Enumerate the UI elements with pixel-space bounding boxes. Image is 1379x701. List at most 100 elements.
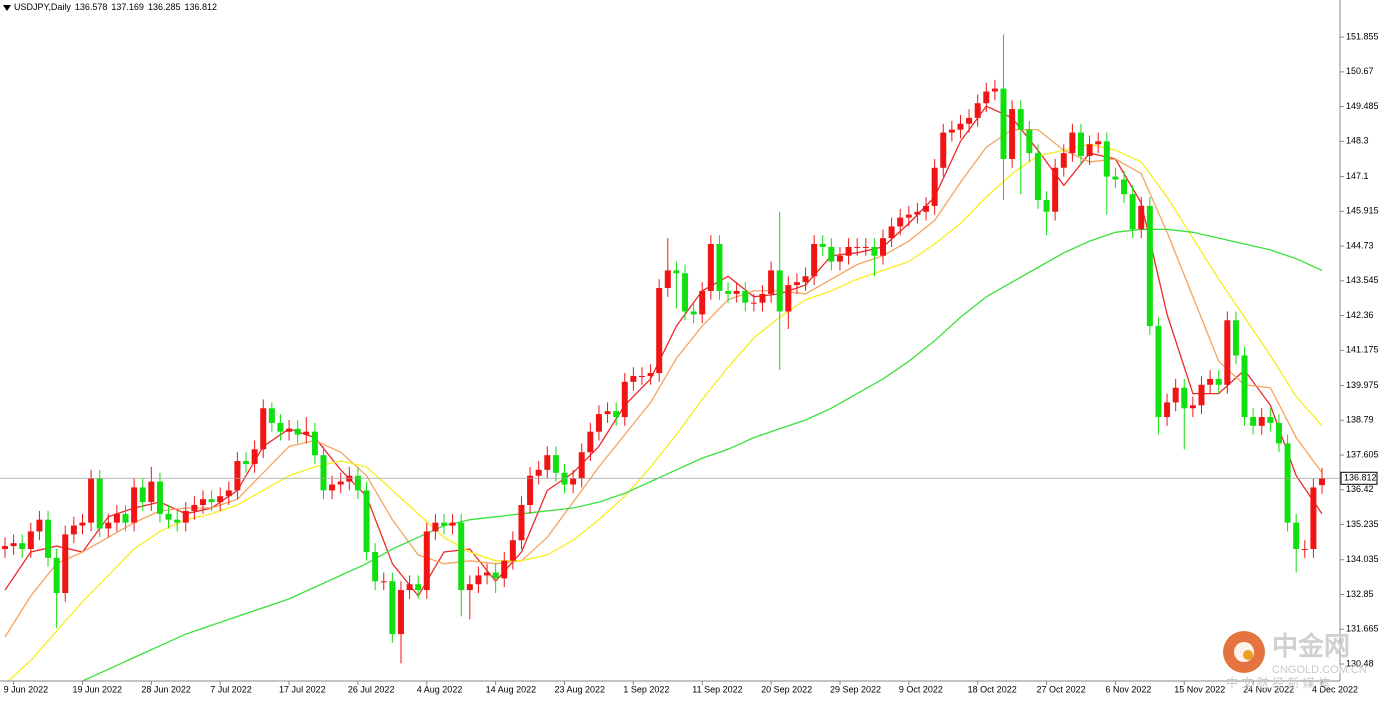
candle-body <box>1284 443 1291 523</box>
moving-average <box>4 105 1323 598</box>
candle-body <box>251 449 258 464</box>
candle-body <box>199 499 206 506</box>
candle-body <box>819 244 826 247</box>
y-tick-label: 149.485 <box>1346 101 1379 111</box>
candle-body <box>776 270 783 312</box>
candle-body <box>613 411 620 418</box>
candle-body <box>630 375 637 382</box>
candle-body <box>45 519 52 558</box>
candle-body <box>36 519 43 532</box>
candle-body <box>1009 109 1016 159</box>
candle-body <box>27 531 34 550</box>
plot-area <box>0 34 1340 681</box>
candle-body <box>1181 387 1188 409</box>
candle-body <box>518 505 525 541</box>
candle-body <box>501 560 508 579</box>
candle-body <box>682 273 689 312</box>
candle-body <box>466 584 473 591</box>
candle-body <box>432 522 439 532</box>
candle-body <box>1146 205 1153 327</box>
candle-body <box>897 217 904 227</box>
candle-body <box>535 469 542 476</box>
y-tick-label: 134.035 <box>1346 554 1379 564</box>
candle-body <box>1043 200 1050 212</box>
candle-body <box>802 276 809 283</box>
candle-body <box>1155 326 1162 418</box>
candle-body <box>725 290 732 294</box>
x-tick-label: 14 Aug 2022 <box>486 684 537 694</box>
candle-body <box>552 455 559 473</box>
y-tick-label: 141.175 <box>1346 345 1379 355</box>
candle-body <box>53 557 60 594</box>
candle-body <box>1034 153 1041 201</box>
candle-body <box>595 414 602 432</box>
candle-body <box>484 572 491 576</box>
watermark-tagline: 中 文 财 经 新 媒 体 <box>1226 675 1330 690</box>
candle-body <box>70 525 77 535</box>
candle-body <box>1258 417 1265 426</box>
candle-body <box>914 211 921 215</box>
candle-body <box>966 117 973 124</box>
y-tick-label: 130.48 <box>1346 658 1374 668</box>
candle-body <box>974 103 981 118</box>
candle-body <box>888 226 895 239</box>
candle-body <box>1198 384 1205 406</box>
candle-body <box>62 534 69 594</box>
candle-body <box>1301 549 1308 551</box>
moving-average <box>82 228 1323 681</box>
candle-body <box>372 551 379 582</box>
candle-body <box>113 513 120 523</box>
x-tick-label: 9 Oct 2022 <box>899 684 943 694</box>
candle-body <box>165 513 172 520</box>
candle-body <box>1267 417 1274 423</box>
candle-body <box>578 452 585 479</box>
candle-body <box>690 311 697 315</box>
candle-body <box>286 428 293 432</box>
candle-body <box>707 244 714 291</box>
candle-body <box>991 88 998 92</box>
candle-body <box>587 431 594 453</box>
candle-body <box>449 522 456 526</box>
y-tick-label: 142.36 <box>1346 310 1374 320</box>
candle-body <box>1086 144 1093 157</box>
candle-body <box>948 129 955 133</box>
y-tick-label: 147.1 <box>1346 171 1369 181</box>
y-tick-label: 143.545 <box>1346 275 1379 285</box>
candle-body <box>415 584 422 591</box>
candle-body <box>122 513 129 523</box>
candle-body <box>527 475 534 506</box>
candle-body <box>1052 167 1059 212</box>
x-tick-label: 4 Aug 2022 <box>417 684 463 694</box>
watermark: 中金网 CNGOLD.COM.CN 中 文 财 经 新 媒 体 <box>1223 631 1367 690</box>
candle-body <box>862 246 869 248</box>
candle-body <box>88 478 95 523</box>
menu-arrow[interactable] <box>3 5 11 11</box>
high-value: 137.169 <box>111 2 144 12</box>
candle-body <box>923 205 930 212</box>
x-tick-label: 18 Oct 2022 <box>968 684 1017 694</box>
candle-body <box>1224 320 1231 385</box>
x-tick-label: 20 Sep 2022 <box>761 684 812 694</box>
candle-body <box>208 499 215 503</box>
candle-body <box>260 408 267 450</box>
candle-body <box>294 428 301 435</box>
candle-body <box>957 123 964 130</box>
candle-body <box>664 270 671 289</box>
candle-body <box>2 546 8 550</box>
y-tick-label: 132.85 <box>1346 589 1374 599</box>
candle-body <box>441 522 447 526</box>
y-tick-label: 151.855 <box>1346 31 1379 41</box>
y-tick-label: 137.605 <box>1346 449 1379 459</box>
candle-body <box>1103 141 1110 177</box>
candle-body <box>570 478 577 485</box>
candle-body <box>1069 132 1076 154</box>
candle-body <box>277 422 284 432</box>
candle-body <box>1275 422 1282 444</box>
candle-body <box>785 285 792 312</box>
candle-body <box>397 590 404 635</box>
candle-body <box>79 522 86 526</box>
candle-body <box>1241 355 1248 418</box>
candle-body <box>828 246 835 262</box>
candle-body <box>854 246 861 248</box>
